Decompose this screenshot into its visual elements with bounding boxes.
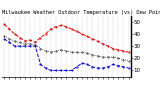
Text: Milwaukee Weather Outdoor Temperature (vs) Dew Point (Last 24 Hours): Milwaukee Weather Outdoor Temperature (v… xyxy=(2,10,160,15)
